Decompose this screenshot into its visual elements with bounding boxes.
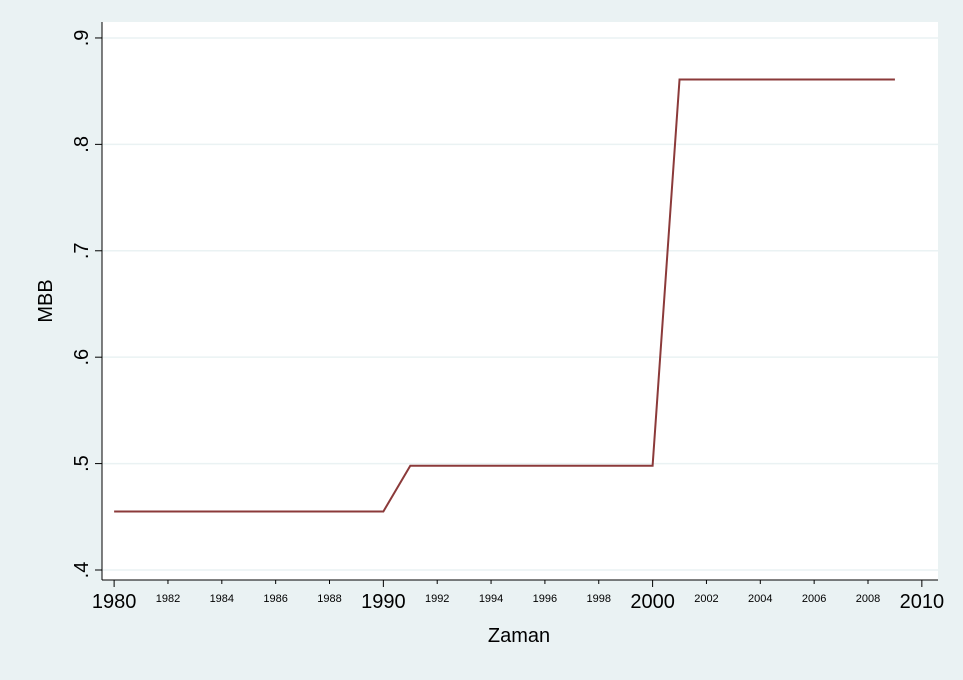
line [114, 78, 895, 513]
x-tick-label: 1990 [361, 591, 406, 613]
x-tick-label: 1980 [92, 591, 137, 613]
x-axis-title: Zaman [488, 625, 550, 647]
y-tick-label: .6 [71, 349, 93, 366]
plot-area [102, 22, 938, 580]
y-axis-title: MBB [35, 279, 57, 322]
y-tick-label: .4 [71, 562, 93, 579]
x-tick-label: 2010 [900, 591, 945, 613]
x-minor-tick-label: 1998 [587, 593, 611, 605]
x-minor-tick-label: 2004 [748, 593, 772, 605]
x-minor-tick-label: 2008 [856, 593, 880, 605]
y-tick-label: .8 [71, 136, 93, 153]
x-minor-tick-label: 1994 [479, 593, 503, 605]
x-minor-tick-label: 1984 [210, 593, 234, 605]
x-minor-tick-label: 2006 [802, 593, 826, 605]
y-tick-label: .9 [71, 30, 93, 47]
y-tick-label: .5 [71, 455, 93, 472]
x-tick-label: 2000 [630, 591, 675, 613]
x-minor-tick-label: 1982 [156, 593, 180, 605]
y-tick-label: .7 [71, 242, 93, 259]
x-minor-tick-label: 1986 [263, 593, 287, 605]
x-minor-tick-label: 2002 [694, 593, 718, 605]
x-minor-tick-label: 1996 [533, 593, 557, 605]
x-minor-tick-label: 1992 [425, 593, 449, 605]
x-minor-tick-label: 1988 [317, 593, 341, 605]
